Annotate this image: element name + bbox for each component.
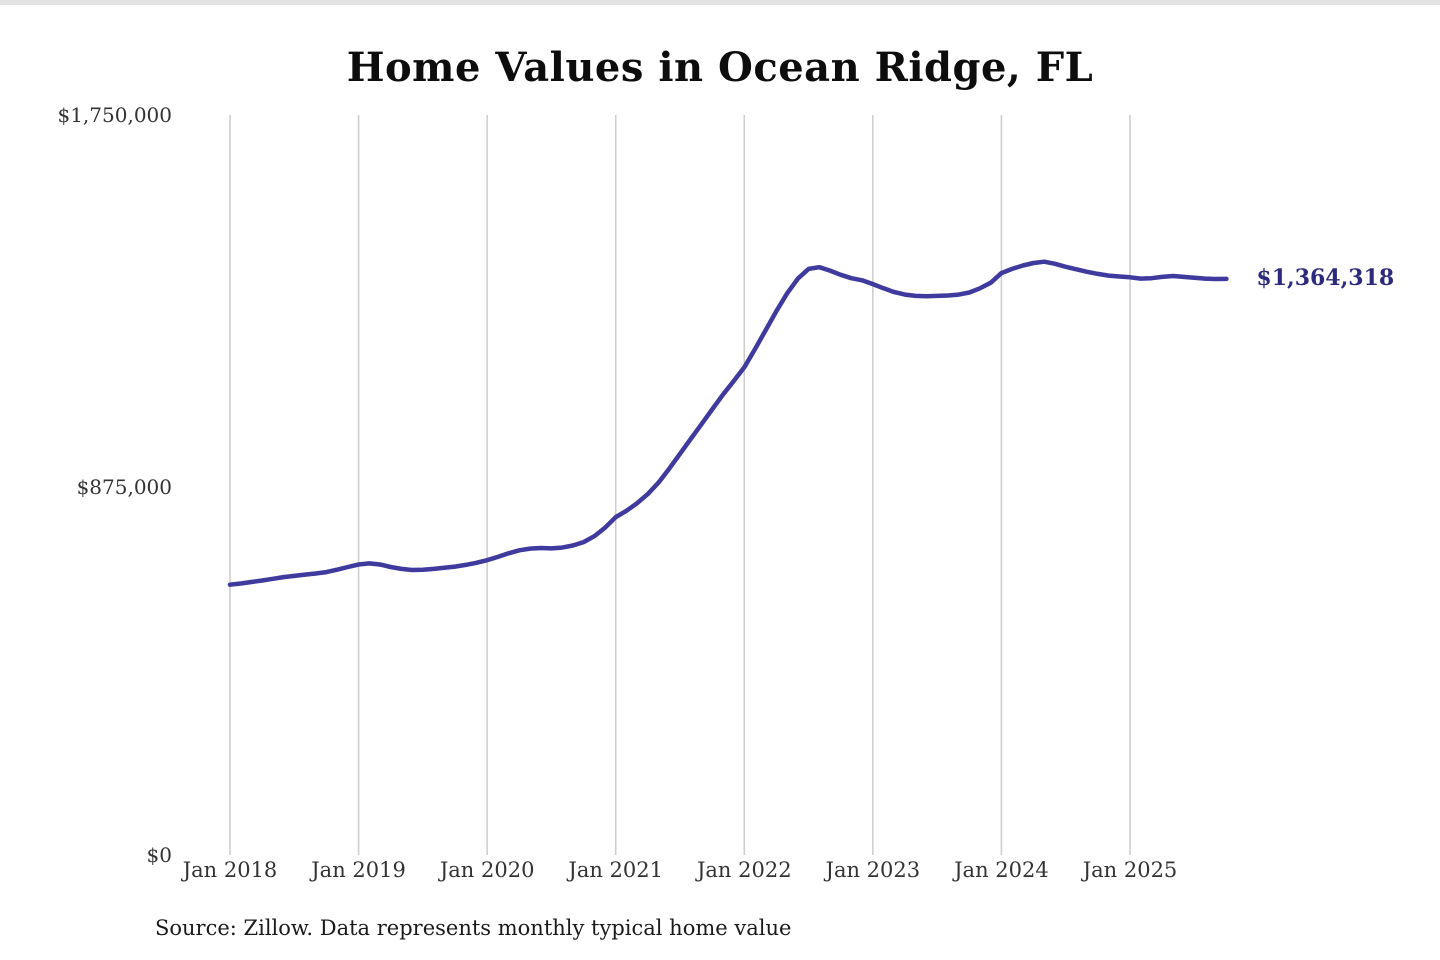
x-axis-tick-label: Jan 2023 [825,858,921,882]
x-axis-tick-label: Jan 2019 [311,858,406,882]
y-axis-tick-label-max: $1,750,000 [57,103,172,127]
latest-value-label: $1,364,318 [1256,264,1395,291]
chart-title: Home Values in Ocean Ridge, FL [346,44,1094,91]
y-axis-tick-label-mid: $875,000 [76,475,172,499]
x-axis-tick-label: Jan 2022 [696,858,792,882]
x-axis-tick-label: Jan 2024 [954,858,1049,882]
x-axis-tick-label: Jan 2025 [1082,858,1178,882]
x-axis-tick-label: Jan 2021 [568,858,663,882]
y-axis-tick-label-zero: $0 [146,843,172,867]
source-note: Source: Zillow. Data represents monthly … [155,916,792,940]
top-edge-decoration [0,0,1440,5]
x-axis-tick-label: Jan 2018 [182,858,278,882]
home-value-line [227,259,1229,587]
x-axis-tick-label: Jan 2020 [439,858,535,882]
